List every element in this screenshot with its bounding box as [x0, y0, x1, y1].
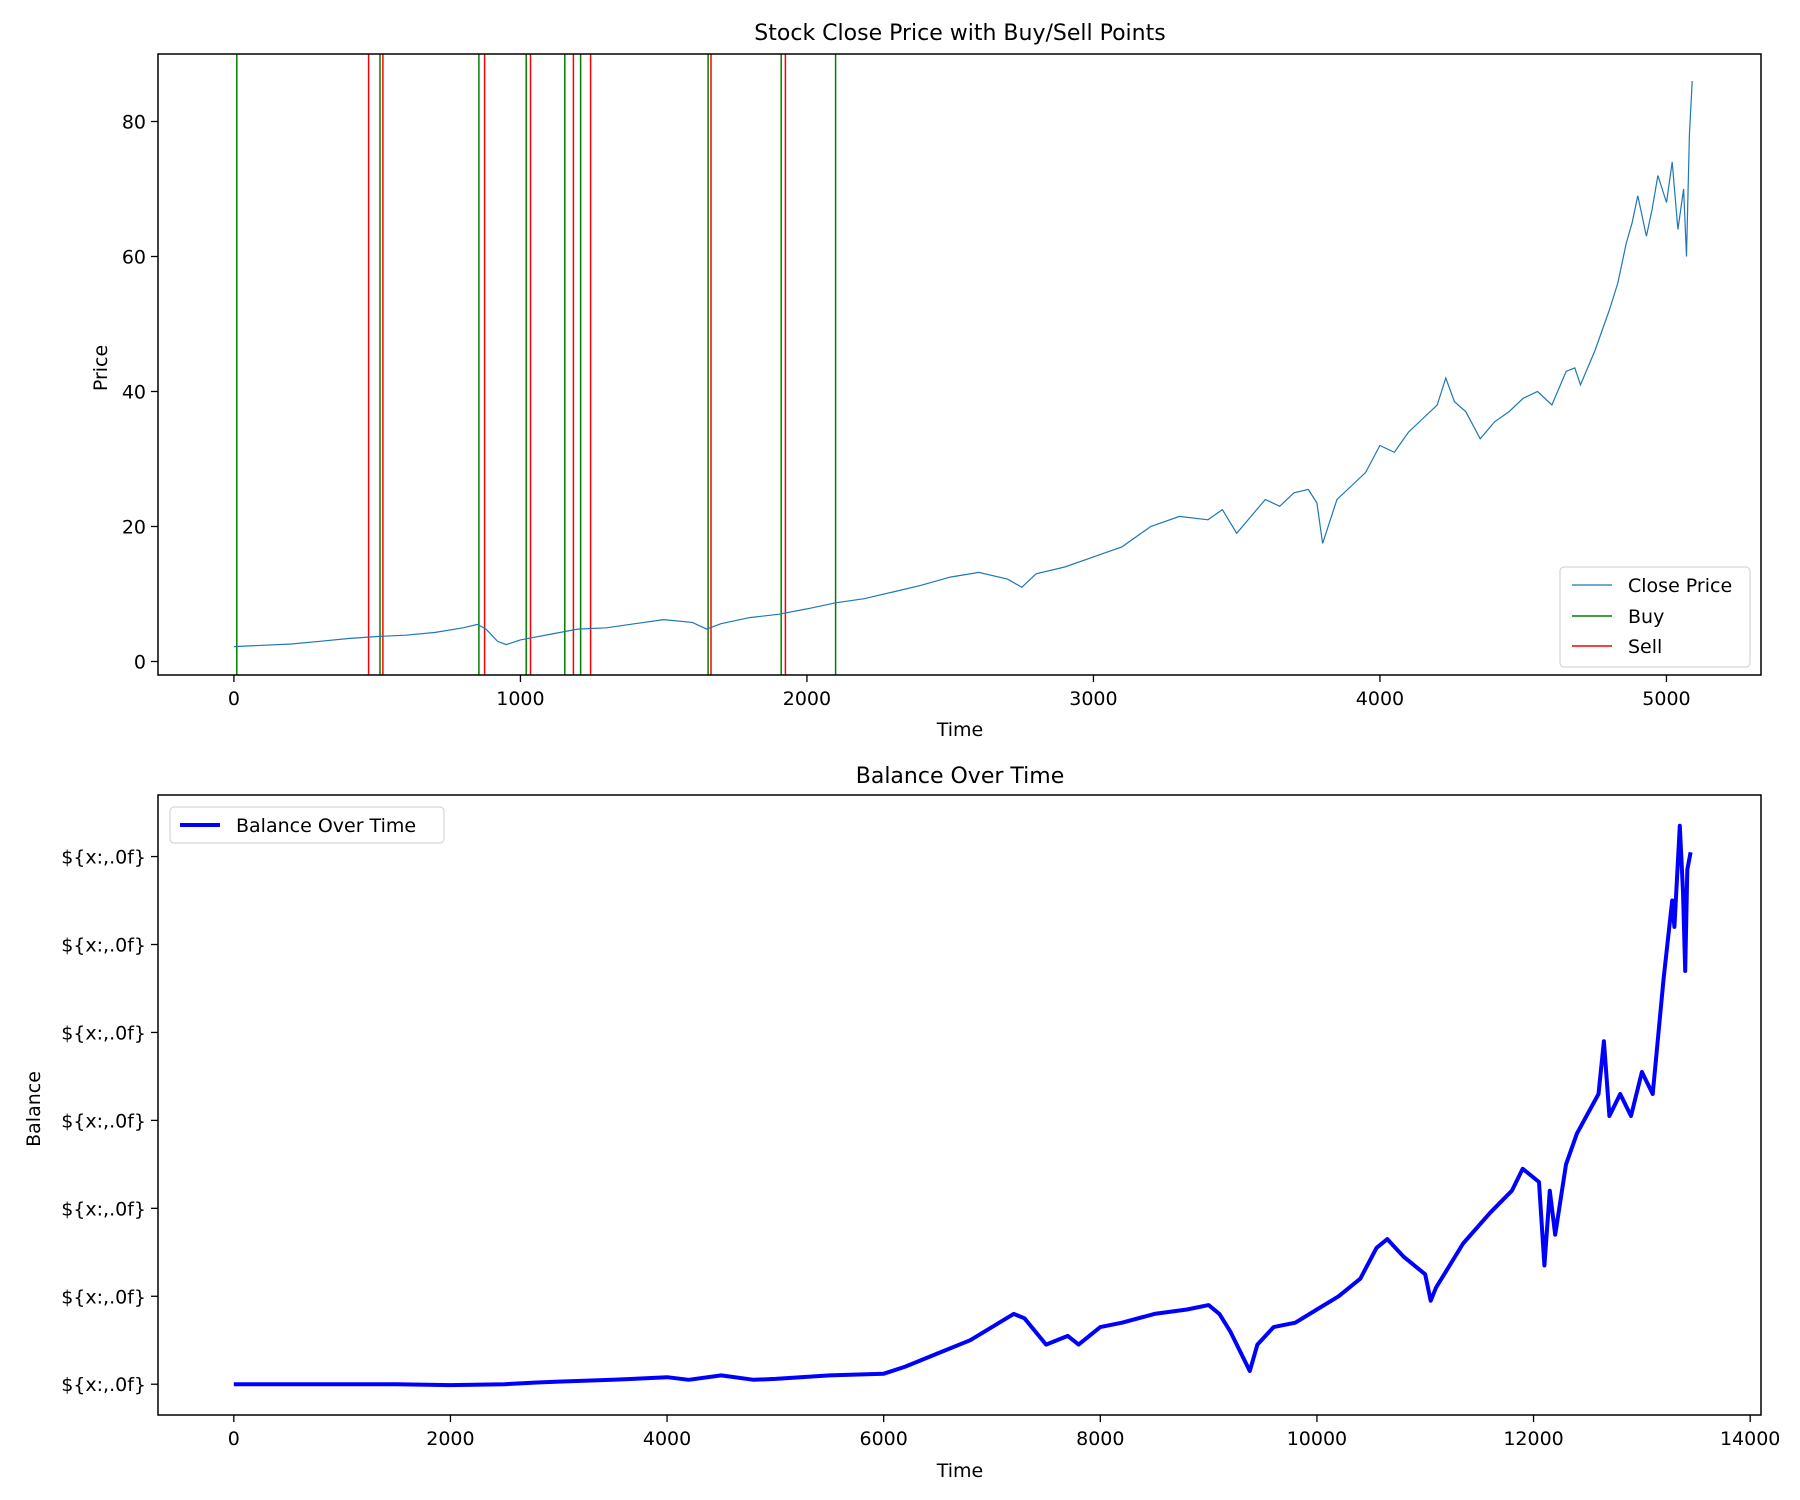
- balance-x-tick-label: 8000: [1076, 1428, 1124, 1450]
- balance-y-tick-label: ${x:,.0f}: [61, 1286, 146, 1308]
- balance-line: [233, 823, 1693, 1388]
- price-y-tick-label: 20: [122, 517, 146, 539]
- balance-x-ticks: 0 2000 4000 6000 8000 10000 12000 14000: [228, 1415, 1780, 1450]
- close-price-line: [233, 80, 1693, 648]
- balance-legend: Balance Over Time: [169, 806, 445, 844]
- balance-y-ticks: ${x:,.0f} ${x:,.0f} ${x:,.0f} ${x:,.0f} ${x:…: [61, 847, 158, 1396]
- price-x-tick-label: 4000: [1356, 688, 1404, 710]
- price-x-tick-label: 2000: [783, 688, 831, 710]
- balance-x-tick-label: 4000: [643, 1428, 691, 1450]
- balance-y-tick-label: ${x:,.0f}: [61, 1374, 146, 1396]
- price-y-tick-label: 0: [134, 652, 146, 674]
- balance-y-tick-label: ${x:,.0f}: [61, 1198, 146, 1220]
- price-y-ticks: 0 20 40 60 80: [122, 112, 158, 674]
- buy-sell-markers: [236, 54, 837, 675]
- balance-x-tick-label: 14000: [1720, 1428, 1780, 1450]
- balance-plot-frame: [157, 794, 1762, 1416]
- balance-x-tick-label: 0: [228, 1428, 240, 1450]
- price-y-axis-label: Price: [90, 345, 112, 391]
- price-y-tick-label: 80: [122, 112, 146, 134]
- balance-x-tick-label: 2000: [426, 1428, 474, 1450]
- price-x-tick-label: 3000: [1069, 688, 1117, 710]
- legend-close-price-label: Close Price: [1628, 575, 1732, 597]
- balance-x-axis-label: Time: [936, 1460, 984, 1482]
- balance-legend-box: [169, 806, 445, 844]
- price-chart-title: Stock Close Price with Buy/Sell Points: [754, 21, 1165, 46]
- legend-balance-label: Balance Over Time: [236, 815, 416, 837]
- balance-chart-title: Balance Over Time: [856, 764, 1064, 789]
- balance-x-tick-label: 6000: [860, 1428, 908, 1450]
- balance-y-axis-label: Balance: [23, 1071, 45, 1147]
- price-y-tick-label: 60: [122, 247, 146, 269]
- price-plot-frame: [157, 53, 1762, 676]
- balance-y-tick-label: ${x:,.0f}: [61, 847, 146, 869]
- balance-chart: Balance Over Time 0 2000 4000 6000 8000 10000…: [23, 764, 1780, 1482]
- balance-y-tick-label: ${x:,.0f}: [61, 1022, 146, 1044]
- balance-x-tick-label: 10000: [1287, 1428, 1347, 1450]
- legend-sell-label: Sell: [1628, 636, 1662, 658]
- balance-x-tick-label: 12000: [1503, 1428, 1563, 1450]
- price-x-axis-label: Time: [936, 719, 984, 741]
- price-x-tick-label: 0: [228, 688, 240, 710]
- price-x-ticks: 0 1000 2000 3000 4000 5000: [228, 675, 1691, 710]
- price-y-tick-label: 40: [122, 382, 146, 404]
- balance-y-tick-label: ${x:,.0f}: [61, 1110, 146, 1132]
- price-legend-box: [1559, 566, 1751, 668]
- legend-buy-label: Buy: [1628, 606, 1664, 628]
- price-chart: Stock Close Price with Buy/Sell Points 0…: [90, 21, 1762, 741]
- price-legend: Close Price Buy Sell: [1559, 566, 1751, 668]
- price-x-tick-label: 1000: [496, 688, 544, 710]
- balance-y-tick-label: ${x:,.0f}: [61, 935, 146, 957]
- price-x-tick-label: 5000: [1642, 688, 1690, 710]
